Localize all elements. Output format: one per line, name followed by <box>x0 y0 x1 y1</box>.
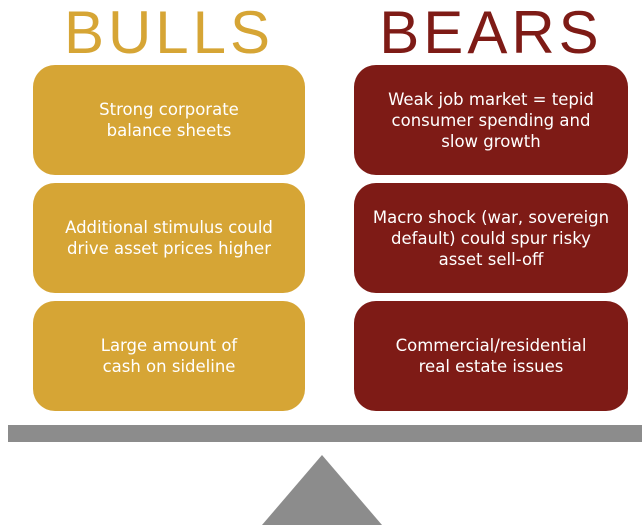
fulcrum <box>262 455 382 525</box>
bear-item: Macro shock (war, sovereign default) cou… <box>354 183 628 293</box>
beam <box>8 425 642 442</box>
bear-text: Macro shock (war, sovereign default) cou… <box>372 207 610 270</box>
bull-item: Additional stimulus could drive asset pr… <box>33 183 305 293</box>
bear-text: Weak job market = tepid consumer spendin… <box>372 89 610 152</box>
bull-text: Additional stimulus could drive asset pr… <box>59 217 279 259</box>
bear-item: Weak job market = tepid consumer spendin… <box>354 65 628 175</box>
bull-item: Strong corporate balance sheets <box>33 65 305 175</box>
bear-item: Commercial/residential real estate issue… <box>354 301 628 411</box>
page: BULLS BEARS Strong corporate balance she… <box>0 0 642 525</box>
bears-title: BEARS <box>354 2 628 64</box>
bull-text: Strong corporate balance sheets <box>59 99 279 141</box>
bear-text: Commercial/residential real estate issue… <box>372 335 610 377</box>
bull-text: Large amount of cash on sideline <box>59 335 279 377</box>
bulls-title: BULLS <box>33 2 305 64</box>
bull-item: Large amount of cash on sideline <box>33 301 305 411</box>
